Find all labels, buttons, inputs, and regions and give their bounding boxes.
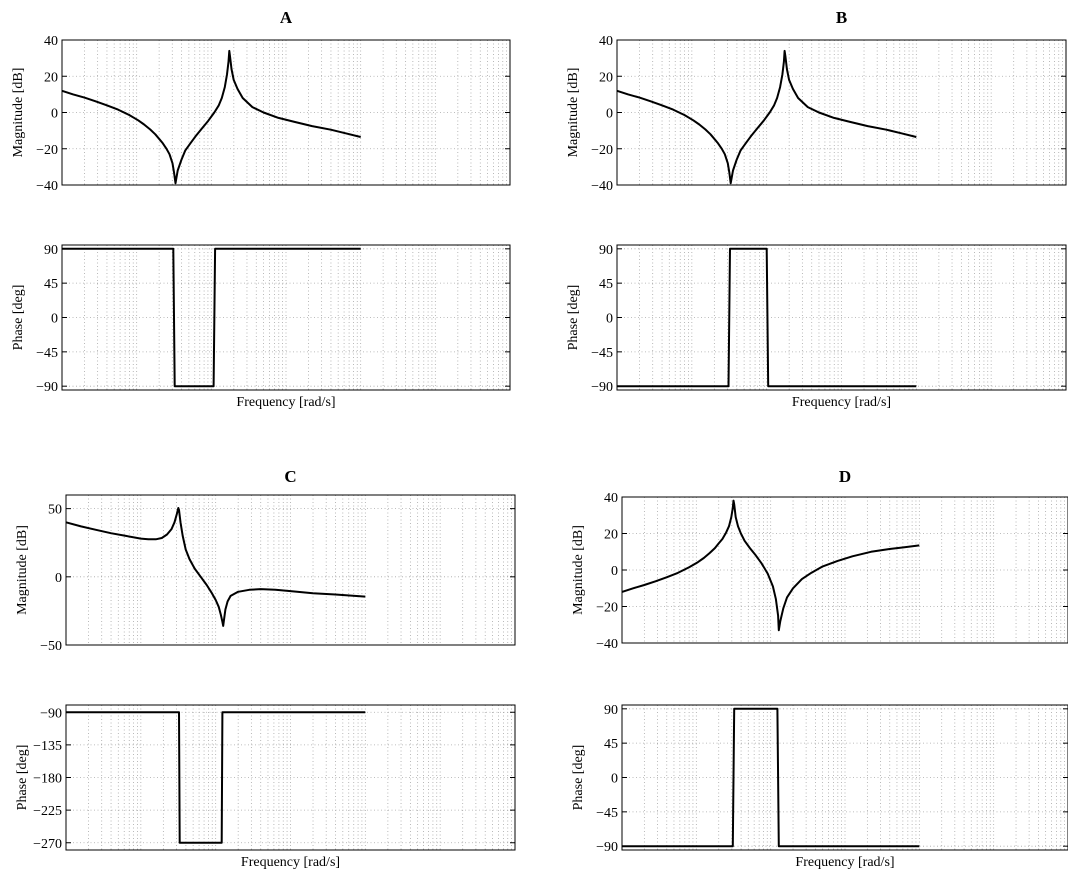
y-tick-label: −90 [591, 380, 613, 395]
y-tick-label: 90 [604, 703, 618, 718]
bode-panel-c: C −50 0 50 Magnitude [dB] −90 −135 −180 −225 −270… [15, 467, 516, 870]
x-axis-label: Frequency [rad/s] [236, 395, 335, 410]
y-tick-label: 0 [611, 564, 618, 579]
magnitude-axes: −40 −20 0 20 40 Magnitude [dB] [11, 34, 511, 194]
panel-title: B [836, 8, 847, 27]
y-tick-label: 0 [51, 312, 58, 327]
y-tick-label: −40 [36, 179, 58, 194]
y-tick-label: 50 [48, 503, 62, 518]
y-tick-label: 0 [606, 107, 613, 122]
y-tick-label: −135 [33, 739, 62, 754]
y-tick-label: −225 [33, 804, 62, 819]
x-axis-label: Frequency [rad/s] [241, 855, 340, 870]
magnitude-grid [617, 39, 1066, 186]
x-axis-label: Frequency [rad/s] [792, 395, 891, 410]
y-tick-label: −20 [36, 143, 58, 158]
y-tick-label: 45 [44, 277, 58, 292]
y-tick-label: 90 [599, 243, 613, 258]
phase-axes: 90 45 0 −45 −90 Phase [deg] Frequency [rad/s] [566, 243, 1067, 410]
y-tick-label: 0 [606, 312, 613, 327]
y-tick-label: −20 [591, 143, 613, 158]
phase-axes: −90 −135 −180 −225 −270 Phase [deg] Frequency … [15, 704, 516, 870]
magnitude-grid [66, 495, 515, 646]
y-tick-label: −45 [36, 346, 58, 361]
magnitude-ylabel: Magnitude [dB] [571, 525, 586, 615]
y-tick-label: 45 [604, 737, 618, 752]
y-tick-label: −90 [40, 706, 62, 721]
phase-grid [622, 705, 1068, 850]
y-tick-label: −50 [40, 639, 62, 654]
phase-axes: 90 45 0 −45 −90 Phase [deg] Frequency [rad/s] [571, 703, 1068, 870]
bode-panel-d: D −40 −20 0 20 40 Magnitude [dB] 90 45 0 −45 −90 Pha… [571, 467, 1068, 870]
magnitude-frame [65, 494, 516, 646]
y-tick-label: 45 [599, 277, 613, 292]
y-tick-label: −270 [33, 837, 62, 852]
magnitude-axes: −50 0 50 Magnitude [dB] [15, 494, 516, 654]
panel-title: A [280, 8, 293, 27]
phase-curve [62, 247, 361, 388]
y-tick-label: −20 [596, 601, 618, 616]
y-tick-label: 0 [611, 772, 618, 787]
y-tick-label: 40 [44, 34, 58, 49]
y-tick-label: −90 [596, 840, 618, 855]
phase-curve [66, 711, 366, 844]
phase-grid [66, 705, 515, 850]
phase-ylabel: Phase [deg] [571, 745, 586, 811]
bode-panel-b: B −40 −20 0 20 40 Magnitude [dB] 90 45 0 −45 −90 Pha… [566, 8, 1067, 410]
panel-title: C [284, 467, 296, 486]
y-tick-label: −40 [596, 637, 618, 652]
magnitude-grid [622, 496, 1068, 644]
y-tick-label: 90 [44, 243, 58, 258]
y-tick-label: −180 [33, 772, 62, 787]
y-tick-label: −40 [591, 179, 613, 194]
phase-axes: 90 45 0 −45 −90 Phase [deg] Frequency [rad/s] [11, 243, 511, 410]
phase-ylabel: Phase [deg] [566, 285, 581, 351]
magnitude-axes: −40 −20 0 20 40 Magnitude [dB] [571, 491, 1068, 652]
bode-panel-a: A −40 −20 0 20 40 Magnitude [dB] 90 45 0 −45 −90 Pha… [11, 8, 511, 410]
phase-grid [617, 245, 1066, 390]
y-tick-label: −45 [596, 806, 618, 821]
y-tick-label: −90 [36, 380, 58, 395]
magnitude-curve [616, 49, 917, 185]
x-axis-label: Frequency [rad/s] [795, 855, 894, 870]
phase-curve [617, 247, 917, 388]
magnitude-ylabel: Magnitude [dB] [11, 68, 26, 158]
phase-grid [62, 245, 510, 390]
y-tick-label: 0 [55, 571, 62, 586]
y-tick-label: −45 [591, 346, 613, 361]
magnitude-axes: −40 −20 0 20 40 Magnitude [dB] [566, 34, 1067, 194]
magnitude-ylabel: Magnitude [dB] [566, 68, 581, 158]
magnitude-grid [62, 39, 510, 186]
y-tick-label: 20 [604, 528, 618, 543]
y-tick-label: 40 [604, 491, 618, 506]
magnitude-curve [61, 49, 361, 185]
magnitude-curve [65, 507, 366, 627]
phase-ylabel: Phase [deg] [15, 745, 30, 811]
magnitude-curve [621, 499, 920, 632]
y-tick-label: 0 [51, 107, 58, 122]
panel-title: D [839, 467, 851, 486]
y-tick-label: 40 [599, 34, 613, 49]
magnitude-ylabel: Magnitude [dB] [15, 525, 30, 615]
phase-ylabel: Phase [deg] [11, 285, 26, 351]
phase-curve [622, 707, 920, 848]
y-tick-label: 20 [599, 70, 613, 85]
y-tick-label: 20 [44, 70, 58, 85]
